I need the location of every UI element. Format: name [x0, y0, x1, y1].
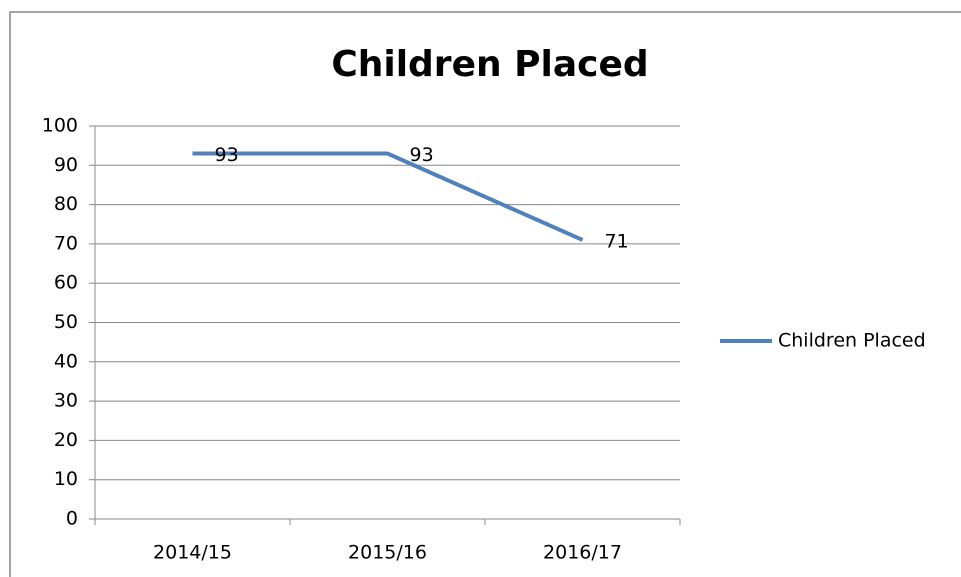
legend-label: Children Placed: [778, 330, 926, 352]
y-tick-label: 70: [54, 232, 78, 254]
y-tick-label: 10: [54, 468, 78, 490]
data-label: 71: [605, 230, 629, 252]
y-tick-label: 30: [54, 390, 78, 412]
y-tick-label: 20: [54, 429, 78, 451]
line-series: [192, 151, 584, 242]
y-tick-label: 100: [42, 115, 78, 137]
data-label: 93: [410, 144, 434, 166]
data-label: 93: [215, 144, 239, 166]
chart-title: Children Placed: [331, 44, 648, 85]
y-tick-label: 0: [66, 508, 78, 530]
x-tick-label: 2014/15: [153, 542, 232, 564]
y-tick-label: 90: [54, 154, 78, 176]
y-tick-label: 50: [54, 311, 78, 333]
y-tick-label: 60: [54, 272, 78, 294]
chart-border: [9, 11, 961, 577]
y-tick-label: 40: [54, 350, 78, 372]
y-tick-label: 80: [54, 193, 78, 215]
x-tick-label: 2015/16: [348, 542, 427, 564]
x-tick-label: 2016/17: [543, 542, 622, 564]
